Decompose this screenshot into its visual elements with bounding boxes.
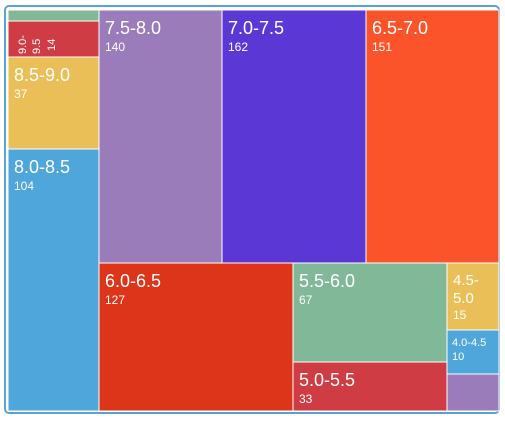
treemap-tile-6-5-7-0[interactable] bbox=[365, 9, 500, 264]
treemap-cell-5-5-6-0[interactable]: 5.5-6.0 67 bbox=[292, 262, 448, 363]
cell-value: 10 bbox=[452, 351, 464, 363]
treemap-tile-4-0-4-5[interactable] bbox=[446, 329, 500, 375]
treemap-cell-cell-11[interactable] bbox=[446, 373, 500, 412]
cell-value: 151 bbox=[372, 40, 392, 54]
treemap-cell-8-5-9-0[interactable]: 8.5-9.0 37 bbox=[7, 56, 100, 150]
cell-value: 162 bbox=[228, 40, 248, 54]
treemap-cell-6-0-6-5[interactable]: 6.0-6.5 127 bbox=[98, 262, 294, 412]
treemap-tile-8-0-8-5[interactable] bbox=[7, 148, 100, 412]
cell-label: 8.0-8.5 bbox=[14, 157, 70, 177]
treemap-cell-6-5-7-0[interactable]: 6.5-7.0 151 bbox=[365, 9, 500, 264]
cell-label: 6.0-6.5 bbox=[105, 271, 161, 291]
treemap-tile-7-0-7-5[interactable] bbox=[221, 9, 367, 264]
cell-label: 5.0-5.5 bbox=[299, 370, 355, 390]
treemap-tile-7-5-8-0[interactable] bbox=[98, 9, 223, 264]
treemap-tile-cell-12[interactable] bbox=[7, 9, 100, 22]
cell-value: 67 bbox=[299, 293, 313, 307]
treemap-cell-cell-12[interactable] bbox=[7, 9, 100, 22]
cell-label: 7.5-8.0 bbox=[105, 18, 161, 38]
cell-label: 5.0 bbox=[453, 290, 474, 307]
cell-label: 6.5-7.0 bbox=[372, 18, 428, 38]
cell-value: 14 bbox=[46, 39, 58, 51]
treemap-cell-8-0-8-5[interactable]: 8.0-8.5 104 bbox=[7, 148, 100, 412]
treemap-tile-5-0-5-5[interactable] bbox=[292, 361, 448, 412]
treemap-cell-5-0-5-5[interactable]: 5.0-5.5 33 bbox=[292, 361, 448, 412]
cell-label: 9.5 bbox=[31, 39, 43, 54]
treemap-tile-9-0-9-5[interactable] bbox=[7, 20, 100, 58]
cell-label: 7.0-7.5 bbox=[228, 18, 284, 38]
cell-value: 33 bbox=[299, 392, 313, 406]
treemap-cell-7-0-7-5[interactable]: 7.0-7.5 162 bbox=[221, 9, 367, 264]
treemap-tile-cell-11[interactable] bbox=[446, 373, 500, 412]
cell-value: 140 bbox=[105, 40, 125, 54]
treemap-cell-9-0-9-5[interactable]: 9.0- 9.5 14 bbox=[7, 20, 100, 58]
treemap-tile-8-5-9-0[interactable] bbox=[7, 56, 100, 150]
treemap-tile-6-0-6-5[interactable] bbox=[98, 262, 294, 412]
treemap-cell-4-5-5-0[interactable]: 4.5-5.015 bbox=[446, 262, 500, 331]
cell-label: 4.5- bbox=[453, 272, 479, 289]
cell-label: 9.0- bbox=[17, 35, 29, 54]
cell-value: 104 bbox=[14, 179, 34, 193]
treemap-cell-7-5-8-0[interactable]: 7.5-8.0 140 bbox=[98, 9, 223, 264]
treemap-cell-4-0-4-5[interactable]: 4.0-4.5 10 bbox=[446, 329, 500, 375]
cell-value: 37 bbox=[14, 87, 28, 101]
cell-label: 4.0-4.5 bbox=[452, 337, 486, 349]
cell-label: 5.5-6.0 bbox=[299, 271, 355, 291]
cell-value: 127 bbox=[105, 293, 125, 307]
cell-label: 8.5-9.0 bbox=[14, 65, 70, 85]
treemap-tile-4-5-5-0[interactable] bbox=[446, 262, 500, 331]
cell-value: 15 bbox=[453, 308, 467, 322]
